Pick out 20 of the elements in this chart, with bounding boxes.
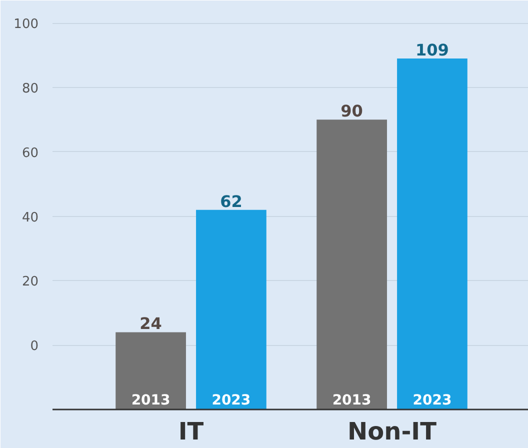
bar	[316, 120, 387, 410]
x-tick-label: Non-IT	[348, 418, 438, 446]
data-label: 109	[416, 40, 449, 60]
text: 2023	[412, 392, 452, 408]
bar	[116, 332, 186, 410]
y-tick-label: 80	[22, 81, 39, 96]
y-tick-label: 20	[22, 274, 39, 290]
y-tick-label: 60	[22, 146, 39, 161]
bar	[196, 210, 266, 410]
data-label: 90	[340, 102, 363, 121]
text: 2013	[332, 392, 372, 408]
y-tick-label: 100	[14, 17, 39, 32]
y-tick-label: 40	[22, 210, 39, 226]
y-tick-label: 0	[30, 339, 39, 354]
bar	[397, 58, 468, 410]
series-label: 2013	[131, 392, 170, 408]
series-label: 2023	[212, 392, 251, 408]
data-label: 62	[220, 192, 242, 211]
x-tick-label: IT	[178, 418, 204, 446]
data-label: 24	[140, 314, 162, 334]
